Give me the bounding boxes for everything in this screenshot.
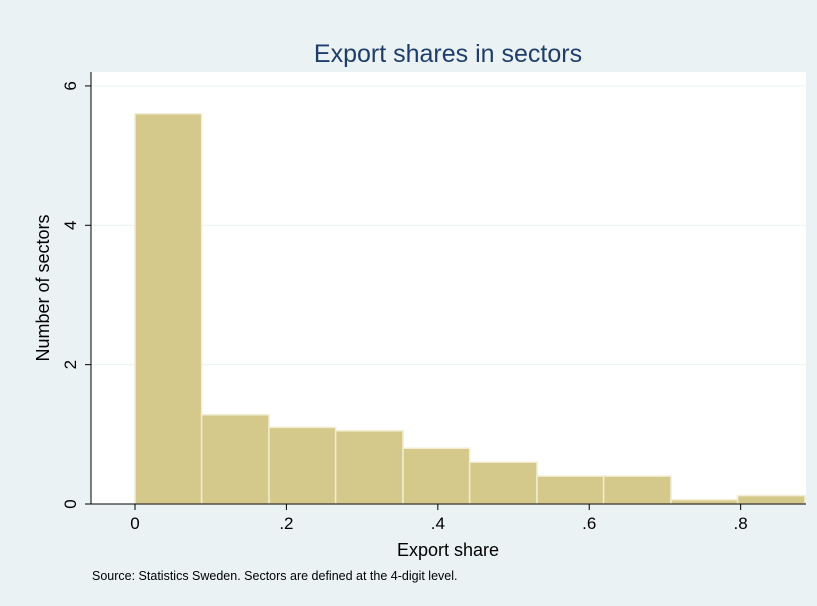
- y-tick-label-3: 6: [61, 81, 80, 90]
- histogram-bar-6: [536, 475, 605, 505]
- histogram-bar-3: [334, 430, 404, 505]
- y-tick-label-2: 4: [61, 221, 80, 230]
- y-ticks: 0 2 4 6: [61, 81, 91, 509]
- histogram-bar-7: [602, 475, 672, 505]
- x-tick-label-4: .8: [734, 514, 748, 533]
- y-axis-label: Number of sectors: [33, 214, 53, 361]
- y-tick-label-1: 2: [61, 360, 80, 369]
- chart-title: Export shares in sectors: [314, 40, 582, 68]
- source-note: Source: Statistics Sweden. Sectors are d…: [92, 569, 457, 583]
- y-tick-label-0: 0: [61, 499, 80, 508]
- x-axis-label: Export share: [397, 540, 499, 560]
- histogram-bar-1: [200, 414, 270, 505]
- x-tick-label-2: .4: [431, 514, 445, 533]
- x-ticks: 0 .2 .4 .6 .8: [130, 504, 748, 533]
- bars: [134, 113, 806, 505]
- x-tick-label-1: .2: [279, 514, 293, 533]
- histogram-bar-0: [134, 113, 203, 505]
- histogram-bar-8: [670, 499, 739, 505]
- histogram-bar-2: [268, 426, 337, 505]
- x-tick-label-0: 0: [130, 514, 139, 533]
- histogram-bar-5: [468, 461, 538, 505]
- gridlines: [91, 85, 806, 366]
- histogram-bar-4: [402, 447, 471, 505]
- x-tick-label-3: .6: [582, 514, 596, 533]
- histogram-bar-9: [736, 494, 806, 505]
